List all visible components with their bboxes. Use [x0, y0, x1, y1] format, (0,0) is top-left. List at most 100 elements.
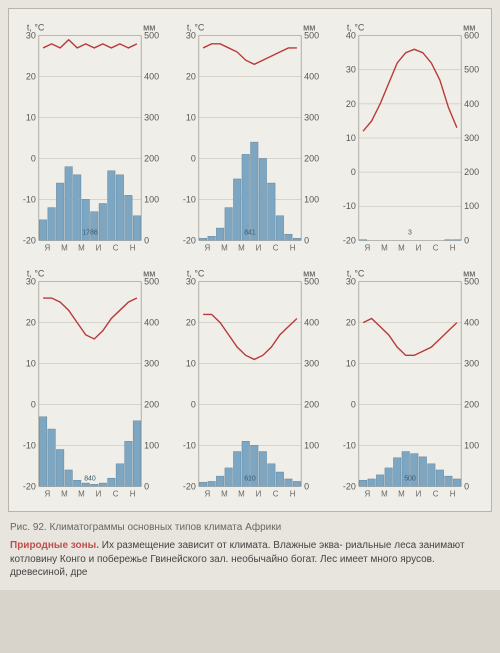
svg-text:400: 400	[304, 318, 319, 328]
svg-text:0: 0	[191, 153, 196, 163]
svg-text:0: 0	[304, 481, 309, 491]
svg-text:100: 100	[304, 440, 319, 450]
svg-text:300: 300	[464, 133, 479, 143]
svg-text:100: 100	[464, 440, 479, 450]
svg-text:0: 0	[144, 235, 149, 245]
svg-text:10: 10	[26, 359, 36, 369]
svg-text:-10: -10	[183, 440, 196, 450]
svg-text:20: 20	[346, 318, 356, 328]
svg-text:300: 300	[144, 113, 159, 123]
svg-text:0: 0	[351, 167, 356, 177]
svg-text:200: 200	[464, 167, 479, 177]
svg-text:0: 0	[304, 235, 309, 245]
svg-text:400: 400	[464, 318, 479, 328]
svg-text:С: С	[433, 489, 439, 498]
svg-text:Н: Н	[130, 243, 136, 252]
svg-text:С: С	[433, 243, 439, 252]
page: -20-1001020300100200300400500t, °Cмм1786…	[0, 0, 500, 590]
svg-text:-10: -10	[343, 440, 356, 450]
svg-text:Я: Я	[204, 243, 210, 252]
svg-text:М: М	[221, 243, 228, 252]
svg-text:М: М	[381, 489, 388, 498]
svg-text:мм: мм	[463, 269, 475, 279]
chart-svg: -20-1001020300100200300400500t, °Cмм841Я…	[173, 17, 327, 257]
svg-text:0: 0	[351, 399, 356, 409]
chart-svg: -20-1001020300100200300400500t, °Cмм1786…	[13, 17, 167, 257]
svg-text:мм: мм	[463, 23, 475, 33]
svg-text:Н: Н	[290, 243, 296, 252]
svg-text:10: 10	[346, 359, 356, 369]
svg-text:М: М	[61, 489, 68, 498]
svg-text:100: 100	[144, 194, 159, 204]
svg-text:-20: -20	[183, 481, 196, 491]
svg-text:С: С	[273, 243, 279, 252]
svg-text:100: 100	[464, 201, 479, 211]
svg-text:20: 20	[186, 318, 196, 328]
svg-text:М: М	[78, 243, 85, 252]
svg-text:10: 10	[186, 113, 196, 123]
svg-text:200: 200	[144, 399, 159, 409]
svg-text:0: 0	[31, 399, 36, 409]
svg-text:С: С	[273, 489, 279, 498]
svg-text:0: 0	[464, 235, 469, 245]
svg-text:20: 20	[26, 72, 36, 82]
svg-text:Н: Н	[130, 489, 136, 498]
figure-panel: -20-1001020300100200300400500t, °Cмм1786…	[8, 8, 492, 512]
svg-text:Я: Я	[364, 489, 370, 498]
climatogram-2: -20-1001020300100200300400500t, °Cмм841Я…	[173, 17, 327, 257]
svg-text:Я: Я	[204, 489, 210, 498]
svg-text:Я: Я	[44, 243, 50, 252]
svg-text:-20: -20	[23, 235, 36, 245]
svg-text:20: 20	[26, 318, 36, 328]
svg-text:мм: мм	[303, 23, 315, 33]
svg-text:М: М	[398, 243, 405, 252]
svg-text:Я: Я	[44, 489, 50, 498]
svg-text:М: М	[61, 243, 68, 252]
svg-text:И: И	[416, 243, 422, 252]
chart-svg: -20-1001020300100200300400500t, °Cмм500Я…	[333, 263, 487, 503]
svg-text:Я: Я	[364, 243, 370, 252]
svg-text:30: 30	[346, 65, 356, 75]
svg-text:И: И	[416, 489, 422, 498]
svg-text:3: 3	[408, 229, 412, 236]
svg-text:0: 0	[464, 481, 469, 491]
svg-text:-10: -10	[343, 201, 356, 211]
svg-text:20: 20	[186, 72, 196, 82]
svg-text:10: 10	[186, 359, 196, 369]
chart-grid: -20-1001020300100200300400500t, °Cмм1786…	[13, 17, 487, 503]
svg-text:-10: -10	[23, 194, 36, 204]
svg-text:М: М	[398, 489, 405, 498]
chart-svg: -20-1001020300100200300400500t, °Cмм610Я…	[173, 263, 327, 503]
svg-text:840: 840	[84, 475, 96, 482]
svg-text:t, °C: t, °C	[347, 23, 365, 33]
svg-text:-20: -20	[343, 235, 356, 245]
svg-text:400: 400	[304, 72, 319, 82]
svg-text:t, °C: t, °C	[27, 23, 45, 33]
svg-text:500: 500	[404, 475, 416, 482]
svg-text:И: И	[96, 489, 102, 498]
svg-text:10: 10	[26, 113, 36, 123]
svg-text:t, °C: t, °C	[187, 23, 205, 33]
svg-text:С: С	[113, 243, 119, 252]
svg-text:400: 400	[144, 318, 159, 328]
svg-text:200: 200	[304, 399, 319, 409]
svg-text:0: 0	[144, 481, 149, 491]
svg-text:Н: Н	[450, 489, 456, 498]
svg-text:-20: -20	[23, 481, 36, 491]
svg-text:М: М	[78, 489, 85, 498]
figure-caption: Рис. 92. Климатограммы основных типов кл…	[10, 522, 490, 533]
svg-text:300: 300	[144, 359, 159, 369]
svg-text:20: 20	[346, 99, 356, 109]
svg-text:t, °C: t, °C	[27, 269, 45, 279]
climatogram-1: -20-1001020300100200300400500t, °Cмм1786…	[13, 17, 167, 257]
svg-text:Н: Н	[450, 243, 456, 252]
svg-text:мм: мм	[143, 269, 155, 279]
svg-text:400: 400	[144, 72, 159, 82]
chart-svg: -20-1001020300100200300400500t, °Cмм840Я…	[13, 263, 167, 503]
svg-text:С: С	[113, 489, 119, 498]
svg-text:1786: 1786	[82, 229, 98, 236]
svg-text:100: 100	[144, 440, 159, 450]
svg-text:100: 100	[304, 194, 319, 204]
svg-text:200: 200	[144, 153, 159, 163]
climatogram-5: -20-1001020300100200300400500t, °Cмм610Я…	[173, 263, 327, 503]
